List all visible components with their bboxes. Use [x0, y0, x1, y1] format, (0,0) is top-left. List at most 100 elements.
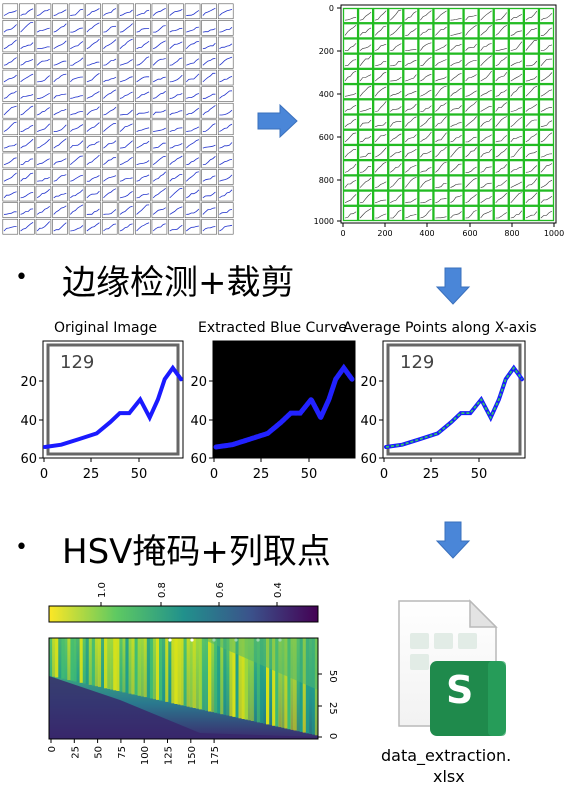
mini-curve [3, 226, 17, 232]
mini-curve [152, 40, 166, 50]
mini-chart [101, 169, 118, 185]
x-tick-label: 25 [83, 467, 100, 482]
mini-curve [86, 222, 100, 232]
box-curve [465, 24, 477, 36]
mini-chart [35, 169, 52, 185]
detected-box [403, 205, 419, 222]
y-tick-label: 50 [327, 670, 338, 683]
box-curve [450, 105, 462, 112]
mini-curve [53, 174, 67, 182]
mini-curve [186, 157, 200, 166]
detected-box [433, 53, 449, 70]
mini-curve [20, 158, 34, 166]
detected-box [493, 205, 509, 222]
detected-box [463, 38, 479, 54]
heatmap-column [152, 638, 157, 700]
mini-curve [136, 56, 150, 66]
heatmap-column [220, 638, 224, 715]
mini-chart [201, 218, 217, 235]
mini-chart [135, 3, 151, 20]
box-curve [450, 122, 462, 127]
mini-curve [36, 27, 50, 33]
box-curve [480, 166, 492, 173]
mini-curve [53, 205, 67, 215]
box-curve [390, 177, 402, 188]
box-curve [510, 136, 522, 143]
box-curve [495, 48, 507, 51]
heatmap-column [128, 638, 132, 694]
detected-box [463, 159, 479, 176]
box-curve [344, 132, 357, 143]
heatmap-column [256, 638, 261, 723]
heatmap-column [174, 638, 178, 704]
mini-curve [119, 123, 133, 132]
detected-box [433, 38, 449, 54]
box-curve [540, 89, 553, 97]
box-curve [480, 70, 492, 82]
box-curve [540, 44, 553, 51]
heatmap-column [49, 638, 53, 676]
x-tick-label: 0 [47, 746, 58, 752]
heatmap-column [131, 638, 135, 695]
box-curve [495, 192, 508, 203]
heatmap-column [94, 638, 99, 687]
mini-chart [217, 69, 234, 86]
heatmap-column [299, 638, 304, 732]
x-tick-label: 0 [380, 467, 388, 482]
box-curve [405, 214, 417, 219]
mini-curve [53, 9, 67, 16]
mini-chart [101, 69, 118, 86]
mini-chart [68, 86, 85, 102]
box-curve [435, 76, 447, 82]
y-tick-label: 200 [319, 47, 334, 56]
colorbar-ticks: 1.0 0.8 0.6 0.4 [97, 582, 284, 606]
mini-chart [35, 36, 52, 53]
box-curve [510, 60, 523, 67]
detected-box [388, 68, 404, 85]
box-curve [405, 177, 417, 188]
mini-curve [103, 123, 117, 132]
box-curve [374, 71, 387, 82]
box-curve [435, 59, 447, 67]
mini-chart [151, 152, 168, 169]
box-curve [480, 182, 492, 188]
detected-box [433, 190, 449, 206]
mini-curve [3, 191, 17, 199]
mini-curve [3, 39, 17, 50]
box-curve [405, 198, 417, 204]
detected-box [357, 129, 374, 146]
mini-curve [186, 26, 199, 33]
mini-chart [68, 185, 85, 202]
x-tick-label: 50 [301, 467, 318, 482]
mini-chart [35, 69, 52, 86]
heatmap-column [290, 638, 294, 730]
detected-box [508, 38, 525, 54]
box-curve [344, 43, 357, 51]
mini-curve [202, 42, 216, 50]
mini-chart [2, 119, 19, 136]
mini-curve [86, 61, 100, 66]
mini-chart [101, 86, 118, 102]
box-curve [525, 86, 538, 97]
mini-curve [70, 225, 84, 232]
mini-curve [169, 127, 183, 132]
heatmap-column [235, 638, 239, 718]
mini-curve [103, 157, 117, 166]
detected-box [357, 205, 374, 222]
detected-box [538, 205, 555, 222]
excel-file-icon [398, 599, 506, 736]
box-curve [510, 210, 523, 219]
mini-chart [184, 218, 201, 235]
mini-curve [53, 192, 67, 199]
mini-curve [202, 191, 216, 199]
detected-box [448, 190, 464, 206]
mini-chart [118, 136, 135, 152]
mini-chart [52, 102, 68, 119]
mini-chart [135, 20, 151, 36]
box-curve [359, 27, 372, 36]
mini-chart [52, 86, 68, 102]
box-curve [450, 195, 462, 204]
mini-curve [152, 76, 166, 83]
box-curve [359, 44, 372, 51]
detected-box [508, 175, 525, 191]
